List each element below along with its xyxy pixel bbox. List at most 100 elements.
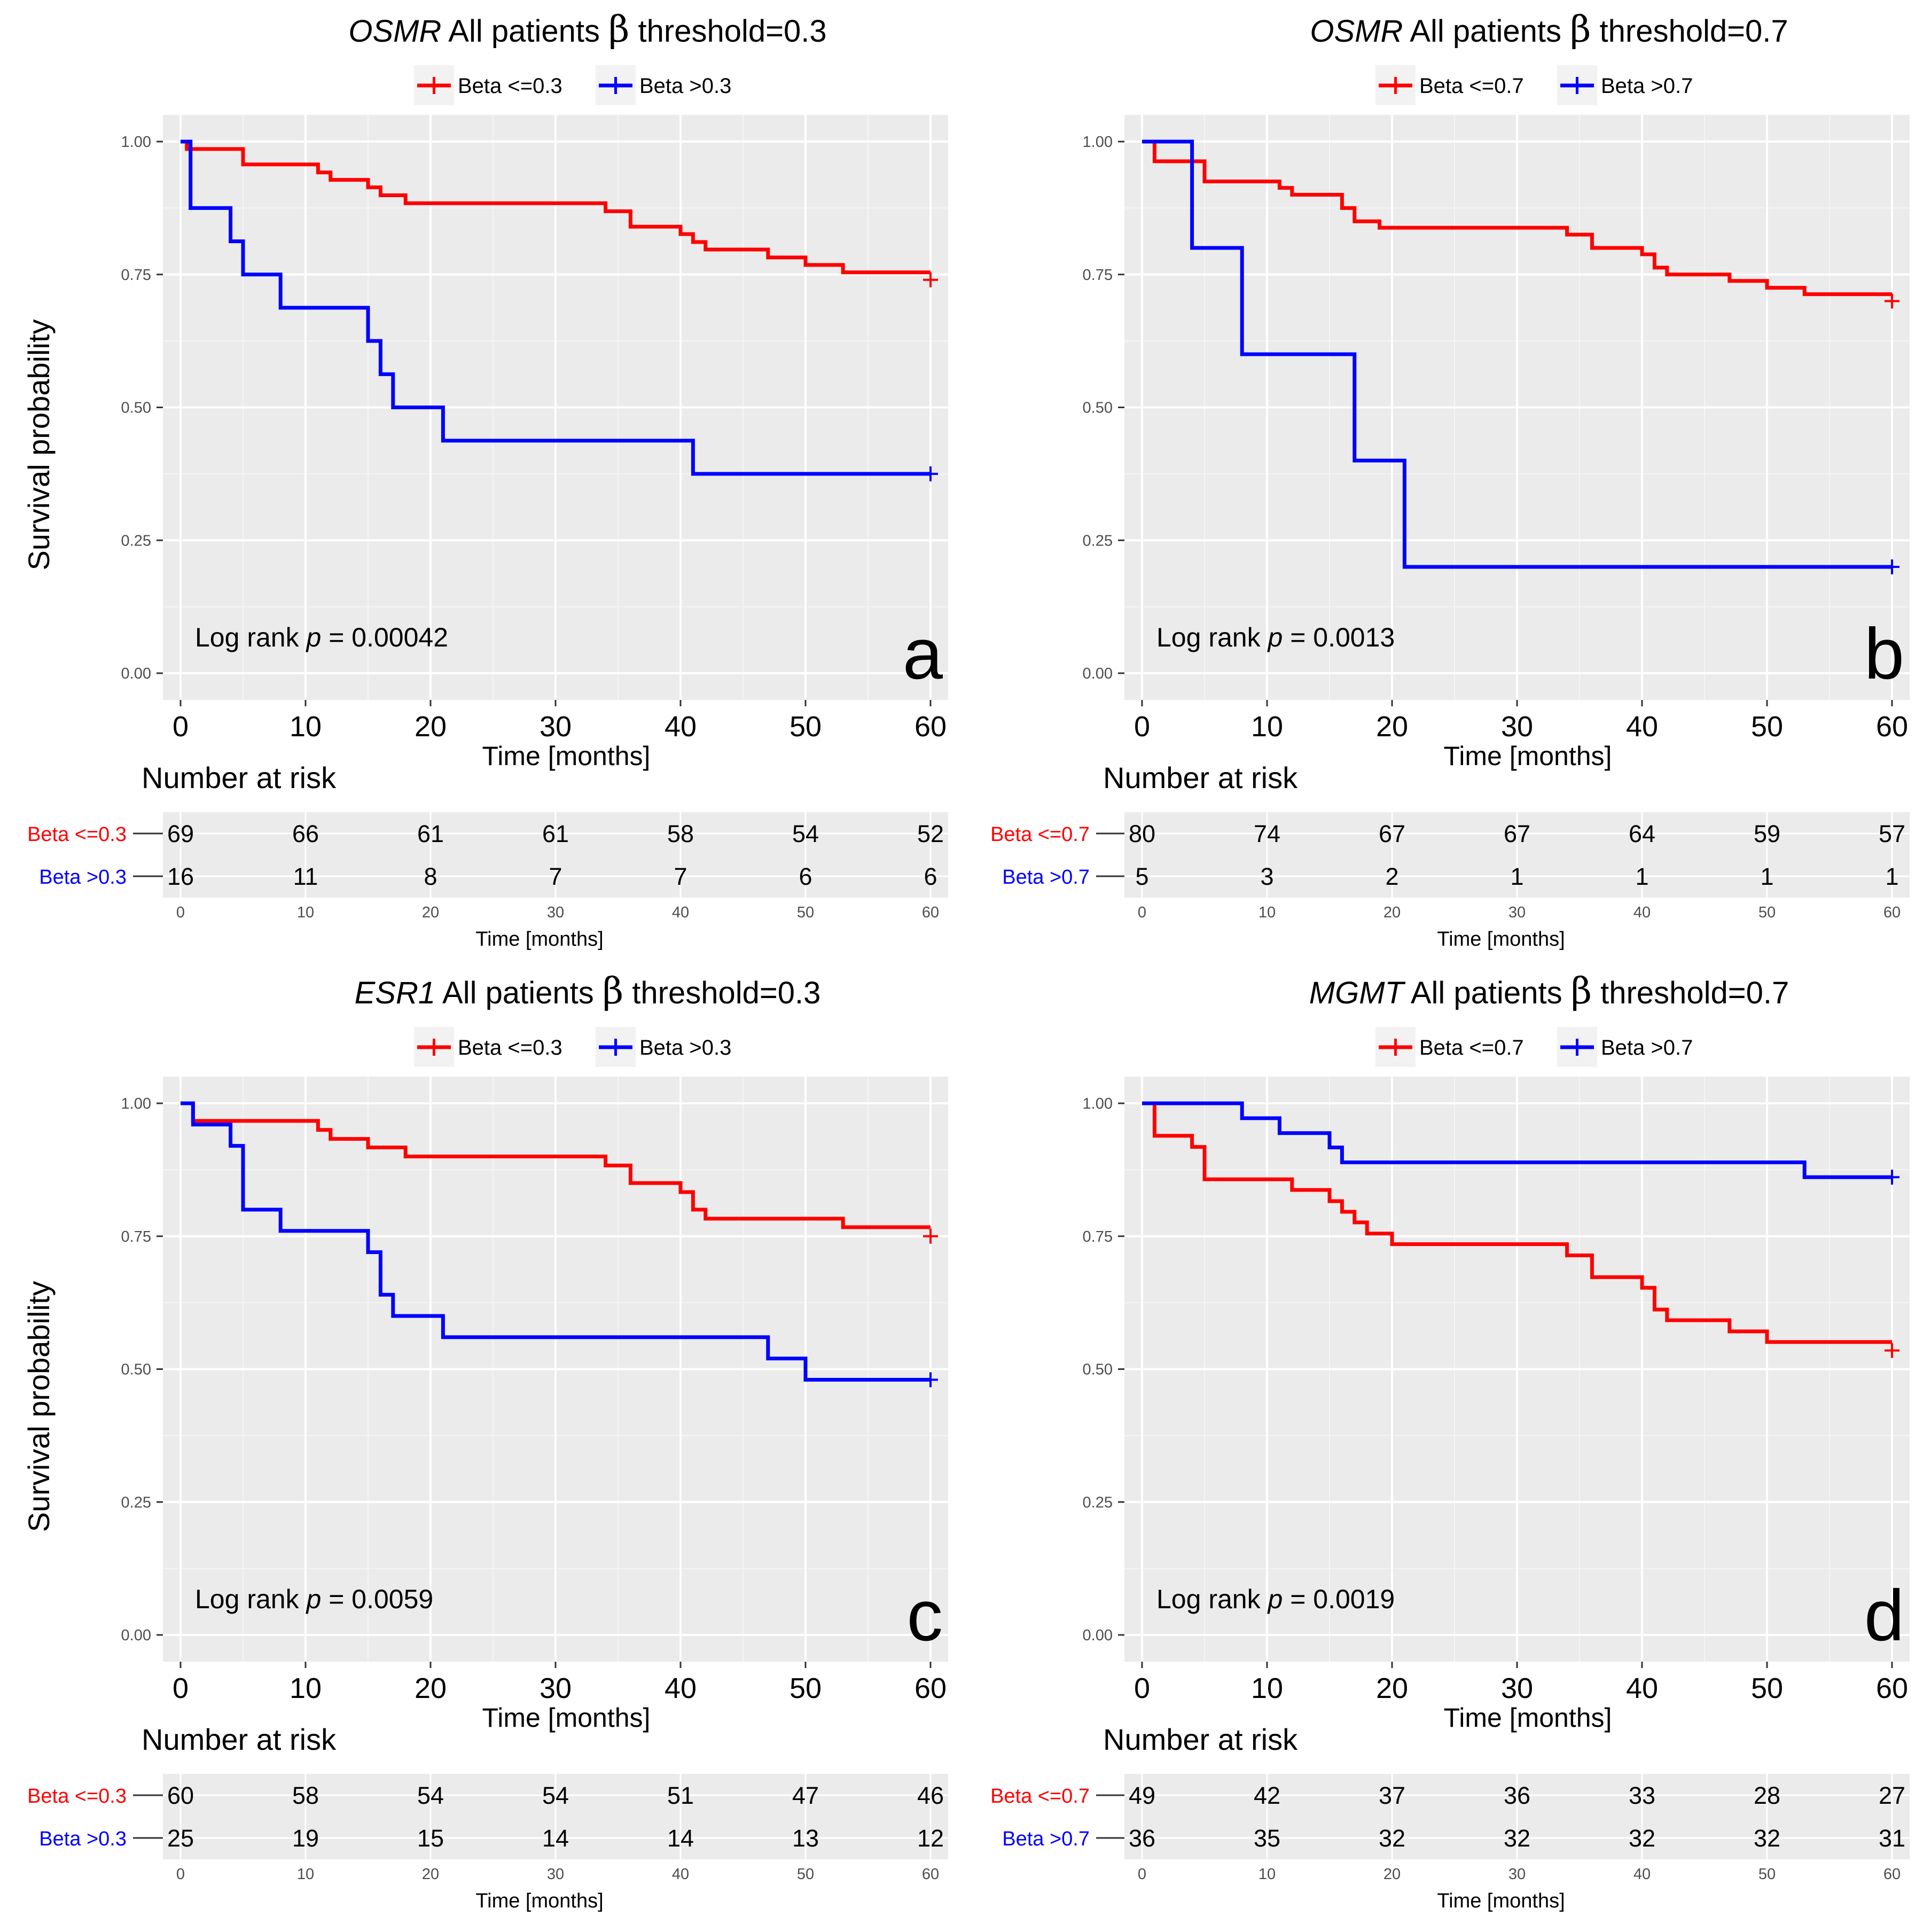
risk-count: 46 — [917, 1782, 944, 1809]
chart-title: ESR1 All patients β threshold=0.3 — [355, 970, 821, 1012]
risk-count: 33 — [1629, 1782, 1655, 1809]
x-tick-label: 60 — [914, 1672, 947, 1704]
risk-x-tick-label: 60 — [922, 904, 939, 921]
censor-mark — [1885, 293, 1899, 309]
x-axis-label: Time [months] — [482, 741, 651, 771]
risk-count: 14 — [542, 1825, 569, 1852]
log-rank-annotation: Log rank p = 0.0059 — [195, 1584, 433, 1614]
risk-count: 54 — [792, 820, 819, 847]
risk-count: 57 — [1879, 820, 1905, 847]
survival-curve-high — [181, 1101, 931, 1382]
risk-count: 32 — [1629, 1825, 1655, 1852]
legend-label-high: Beta >0.7 — [1601, 1036, 1693, 1060]
title-gene: OSMR — [348, 14, 441, 49]
risk-count: 74 — [1254, 820, 1280, 847]
chart-title: OSMR All patients β threshold=0.3 — [348, 9, 826, 51]
x-tick-label: 30 — [540, 711, 572, 743]
y-tick-label: 0.50 — [1083, 400, 1113, 417]
x-tick-label: 60 — [914, 711, 947, 743]
legend: Beta <=0.7 Beta >0.7 — [1375, 1027, 1693, 1067]
risk-count: 61 — [542, 820, 569, 847]
legend-label-low: Beta <=0.7 — [1419, 1036, 1524, 1060]
survival-curve-high — [181, 139, 931, 476]
risk-table-title: Number at risk — [1103, 761, 1298, 794]
x-tick-label: 40 — [665, 1672, 697, 1704]
y-tick-label: 0.00 — [1083, 665, 1113, 682]
x-tick-label: 60 — [1876, 711, 1908, 743]
risk-count: 6 — [924, 863, 937, 890]
risk-count: 47 — [792, 1782, 819, 1809]
legend-label-low: Beta <=0.3 — [458, 1036, 562, 1060]
risk-x-tick-label: 40 — [1633, 1866, 1651, 1883]
risk-count: 42 — [1254, 1782, 1280, 1809]
y-tick-label: 0.50 — [121, 1361, 151, 1378]
risk-count: 51 — [667, 1782, 694, 1809]
legend: Beta <=0.7 Beta >0.7 — [1375, 65, 1693, 105]
survival-curve-low — [1142, 1101, 1892, 1344]
y-tick-label: 0.75 — [1083, 1228, 1113, 1245]
panel-b: OSMR All patients β threshold=0.7 Beta <=… — [990, 9, 1910, 951]
x-axis-label: Time [months] — [482, 1703, 651, 1733]
risk-x-tick-label: 50 — [1758, 1866, 1776, 1883]
panel-letter: d — [1864, 1575, 1904, 1656]
x-tick-label: 20 — [1376, 1672, 1408, 1704]
y-tick-label: 0.75 — [121, 1228, 151, 1245]
legend-label-high: Beta >0.3 — [639, 1036, 731, 1060]
x-tick-label: 50 — [1751, 1672, 1783, 1704]
censor-mark — [923, 1372, 938, 1388]
risk-count: 58 — [292, 1782, 319, 1809]
legend: Beta <=0.3 Beta >0.3 — [414, 1027, 731, 1067]
risk-count: 25 — [167, 1825, 194, 1852]
risk-row-label-low: Beta <=0.3 — [27, 823, 127, 846]
risk-count: 1 — [1885, 863, 1898, 890]
risk-count: 7 — [549, 863, 562, 890]
risk-x-tick-label: 40 — [1633, 904, 1651, 921]
risk-x-tick-label: 20 — [1383, 1866, 1401, 1883]
risk-table-title: Number at risk — [142, 761, 337, 794]
chart-title: MGMT All patients β threshold=0.7 — [1309, 970, 1789, 1012]
risk-table — [163, 812, 948, 898]
title-rest: All patients — [1404, 976, 1571, 1010]
risk-row-label-high: Beta >0.7 — [1002, 866, 1090, 889]
x-tick-label: 40 — [1626, 711, 1658, 743]
title-threshold: threshold=0.7 — [1592, 976, 1789, 1010]
risk-count: 36 — [1129, 1825, 1155, 1852]
risk-x-axis-label: Time [months] — [475, 1890, 603, 1912]
risk-table — [1124, 812, 1910, 898]
censor-mark — [923, 1228, 938, 1244]
risk-count: 11 — [293, 863, 318, 890]
y-tick-label: 1.00 — [1083, 1095, 1113, 1112]
risk-x-tick-label: 60 — [922, 1866, 939, 1883]
risk-table — [163, 1774, 948, 1859]
y-tick-label: 0.00 — [121, 1627, 151, 1644]
x-tick-label: 0 — [173, 1672, 189, 1704]
risk-x-tick-label: 0 — [176, 1866, 185, 1883]
risk-count: 1 — [1510, 863, 1523, 890]
risk-count: 66 — [292, 820, 319, 847]
x-tick-label: 40 — [665, 711, 697, 743]
risk-row-label-low: Beta <=0.3 — [27, 1785, 127, 1808]
title-gene: ESR1 — [355, 976, 436, 1010]
risk-x-tick-label: 30 — [1508, 904, 1526, 921]
risk-x-tick-label: 0 — [1138, 904, 1146, 921]
risk-count: 69 — [167, 820, 194, 847]
risk-x-tick-label: 10 — [1258, 1866, 1276, 1883]
y-tick-label: 0.25 — [1083, 1494, 1113, 1511]
risk-count: 7 — [674, 863, 687, 890]
risk-count: 52 — [917, 820, 944, 847]
x-tick-label: 0 — [1134, 1672, 1150, 1704]
x-tick-label: 0 — [1134, 711, 1150, 743]
risk-count: 37 — [1379, 1782, 1405, 1809]
risk-count: 58 — [667, 820, 694, 847]
x-tick-label: 20 — [1376, 711, 1408, 743]
censor-mark — [1885, 559, 1899, 574]
risk-table — [1124, 1774, 1910, 1859]
risk-x-tick-label: 10 — [1258, 904, 1276, 921]
panel-letter: c — [907, 1575, 943, 1656]
risk-count: 8 — [424, 863, 437, 890]
x-axis-label: Time [months] — [1444, 741, 1612, 771]
risk-count: 59 — [1754, 820, 1780, 847]
risk-x-tick-label: 30 — [547, 1866, 564, 1883]
risk-count: 19 — [292, 1825, 319, 1852]
